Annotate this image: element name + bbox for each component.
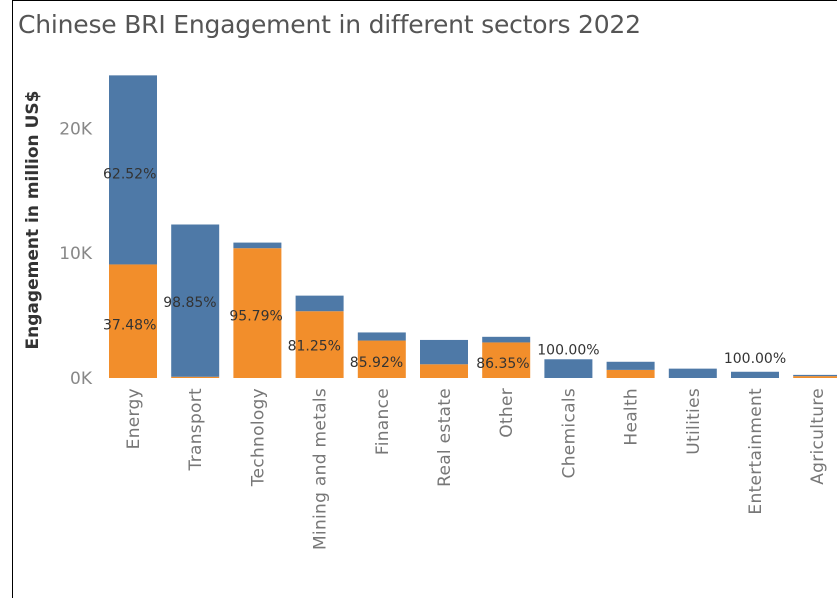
x-tick-label: Utilities <box>684 388 704 455</box>
bar-segment <box>357 332 406 341</box>
bar-segment <box>295 311 344 378</box>
data-label: 81.25% <box>288 339 341 355</box>
bar-segment <box>668 368 717 378</box>
bar-segment <box>606 361 655 370</box>
x-tick-label: Finance <box>373 388 393 455</box>
data-label: 98.85% <box>163 295 216 311</box>
bar-segment <box>793 376 837 378</box>
x-axis: Energy Transport Technology Mining and meta… <box>124 388 828 550</box>
data-label: 95.79% <box>229 309 282 325</box>
data-label: 86.35% <box>476 356 529 372</box>
bar-segment <box>295 295 344 312</box>
y-axis: 0K 10K 20K <box>59 119 93 389</box>
data-label: 100.00% <box>537 342 599 358</box>
bar-segment <box>544 359 593 378</box>
data-label: 85.92% <box>350 355 403 371</box>
data-label: 62.52% <box>103 166 156 182</box>
x-tick-label: Transport <box>186 388 206 472</box>
data-label: 37.48% <box>103 317 156 333</box>
y-tick-label: 10K <box>59 244 93 264</box>
bar-segment <box>731 371 779 378</box>
bar-segment <box>606 369 655 378</box>
bar-segment <box>109 75 157 265</box>
x-tick-label: Technology <box>248 388 268 487</box>
bar-segment <box>109 264 157 378</box>
bar-segment <box>357 340 406 378</box>
chart-title: Chinese BRI Engagement in different sect… <box>18 10 641 39</box>
bar-segment <box>793 374 837 377</box>
bar-segment <box>171 224 220 377</box>
bar-segment <box>420 339 468 365</box>
y-tick-label: 0K <box>70 369 93 389</box>
bar-segment <box>233 242 282 249</box>
x-tick-label: Chemicals <box>559 388 579 478</box>
data-label: 100.00% <box>724 351 786 367</box>
x-tick-label: Agriculture <box>808 388 828 485</box>
bar-segment <box>482 336 531 343</box>
x-tick-label: Energy <box>124 388 144 449</box>
chart-frame <box>12 0 837 598</box>
y-tick-label: 20K <box>59 119 93 139</box>
x-tick-label: Mining and metals <box>311 388 331 550</box>
x-tick-label: Real estate <box>435 388 455 487</box>
x-tick-label: Entertainment <box>746 388 766 515</box>
bars <box>109 75 837 378</box>
data-labels: 62.52% 37.48% 98.85% 95.79% 81.25% 85.92% 86.3… <box>103 166 786 372</box>
bar-segment <box>233 248 282 378</box>
bar-segment <box>482 342 531 378</box>
bar-segment <box>420 364 468 378</box>
x-tick-label: Other <box>497 388 517 438</box>
y-axis-label: Engagement in million US$ <box>23 91 43 350</box>
bar-segment <box>171 376 220 378</box>
x-tick-label: Health <box>622 388 642 446</box>
